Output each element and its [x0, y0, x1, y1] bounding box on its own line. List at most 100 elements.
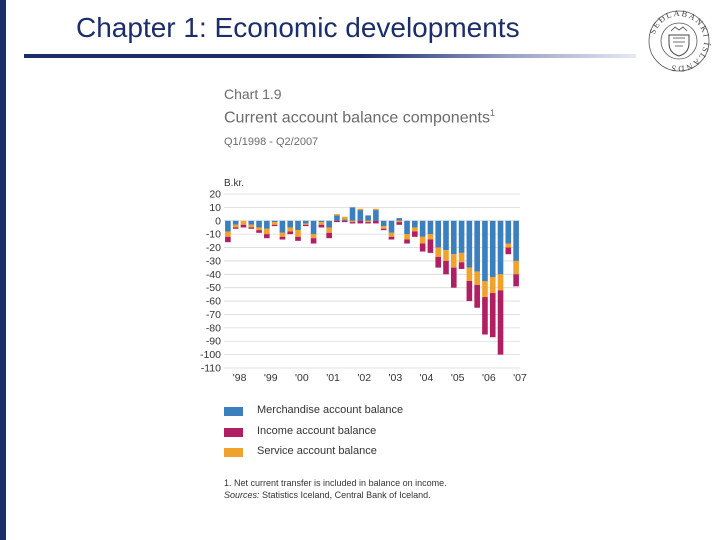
bar-segment-income [334, 220, 340, 223]
bar-segment-merchandise [513, 220, 519, 261]
bar-segment-service [326, 227, 332, 233]
bar-segment-service [264, 228, 270, 235]
bar-segment-income [302, 224, 309, 227]
title-rule [24, 54, 636, 58]
seal-shield-icon [668, 34, 690, 57]
bar-segment-service [232, 224, 239, 228]
legend-label-merchandise: Merchandise account balance [257, 404, 404, 416]
bar-segment-merchandise [427, 220, 434, 235]
bar-segment-service [412, 227, 418, 232]
bar-segment-merchandise [443, 220, 449, 251]
y-axis-unit-label: B.kr. [224, 178, 245, 189]
bar-segment-merchandise [474, 220, 480, 272]
y-tick-label: -50 [206, 282, 221, 294]
x-tick-label: '05 [451, 372, 465, 384]
bar-segment-income [443, 260, 449, 275]
legend-swatch-service [224, 448, 243, 457]
bar-segment-service [482, 281, 488, 298]
x-tick-label: '07 [513, 372, 527, 384]
bar-segment-merchandise [412, 220, 418, 228]
bar-segment-income [489, 293, 496, 338]
bar-segment-merchandise [404, 220, 410, 235]
bar-segment-merchandise [232, 220, 239, 225]
y-tick-label: -80 [206, 322, 221, 334]
bar-segment-income [482, 297, 488, 335]
bar-segment-service [279, 232, 286, 237]
bar-segment-merchandise [497, 220, 504, 275]
bar-segment-service [435, 247, 442, 257]
bar-segment-income [295, 236, 301, 241]
y-tick-label: -70 [206, 309, 221, 321]
y-tick-label: 0 [215, 215, 221, 227]
bar-segment-service [271, 222, 278, 225]
bar-segment-service [349, 220, 356, 223]
bar-segment-income [404, 239, 410, 244]
bar-segment-service [474, 271, 480, 286]
bar-segment-merchandise [380, 220, 387, 227]
sources-text: Statistics Iceland, Central Bank of Icel… [259, 490, 431, 500]
bar-segment-income [373, 220, 379, 224]
bar-segment-income [240, 224, 247, 228]
bar-segment-service [318, 222, 325, 225]
bar-segment-service [380, 226, 387, 229]
y-tick-label: -90 [206, 336, 221, 348]
y-tick-label: -30 [206, 255, 221, 267]
y-tick-label: 10 [209, 202, 221, 214]
bar-segment-income [264, 234, 270, 239]
bar-segment-income [435, 256, 442, 268]
chart-title: Current account balance components1 [224, 108, 495, 127]
y-tick-label: -40 [206, 269, 221, 281]
bar-segment-income [419, 243, 426, 252]
bar-segment-income [497, 290, 504, 355]
bar-segment-income [450, 267, 457, 288]
bar-segment-merchandise [225, 220, 231, 232]
seal-crown-icon [670, 26, 688, 32]
bar-segment-income [396, 222, 403, 225]
bar-segment-service [427, 234, 434, 240]
bar-segment-service [505, 243, 512, 248]
title-footnote-mark: 1 [489, 108, 495, 118]
bar-segment-income [466, 281, 473, 302]
bar-segment-income [458, 262, 465, 269]
bar-segment-merchandise [295, 220, 301, 231]
x-tick-label: '04 [420, 372, 434, 384]
x-tick-label: '02 [357, 372, 371, 384]
bar-segment-service [443, 250, 449, 261]
bar-segment-service [365, 220, 371, 223]
bar-segment-income [412, 231, 418, 237]
bar-segment-service [489, 276, 496, 294]
legend-label-service: Service account balance [257, 445, 377, 457]
bar-segment-merchandise [450, 220, 457, 255]
bar-segment-income [248, 227, 255, 229]
bar-segment-merchandise [248, 220, 255, 225]
bar-segment-income [380, 228, 387, 231]
y-tick-label: -100 [200, 349, 221, 361]
bar-segment-service [458, 252, 465, 263]
bar-segment-merchandise [505, 220, 512, 244]
bar-segment-merchandise [458, 220, 465, 253]
bar-segment-income [232, 227, 239, 229]
bar-segment-merchandise [466, 220, 473, 268]
bar-segment-service [497, 274, 504, 291]
y-tick-label: -10 [206, 229, 221, 241]
bar-segment-merchandise [334, 215, 340, 221]
bar-segment-service [404, 234, 410, 240]
bar-segment-service [302, 223, 309, 225]
bar-segment-income [287, 231, 294, 235]
bar-segment-merchandise [341, 219, 348, 221]
bar-segment-income [341, 220, 348, 223]
x-tick-label: '06 [482, 372, 496, 384]
bar-segment-merchandise [349, 207, 356, 221]
seal-shield-detail [673, 37, 685, 47]
bar-segment-merchandise [419, 220, 426, 237]
y-tick-label: 20 [209, 189, 221, 201]
left-border [0, 0, 6, 540]
bar-segment-income [310, 238, 317, 244]
chart-subtitle: Q1/1998 - Q2/2007 [224, 136, 319, 148]
bar-segment-service [225, 231, 231, 237]
bar-segment-service [513, 260, 519, 275]
bar-segment-service [388, 232, 395, 237]
bar-segment-service [287, 227, 294, 232]
bar-segment-income [256, 230, 262, 233]
